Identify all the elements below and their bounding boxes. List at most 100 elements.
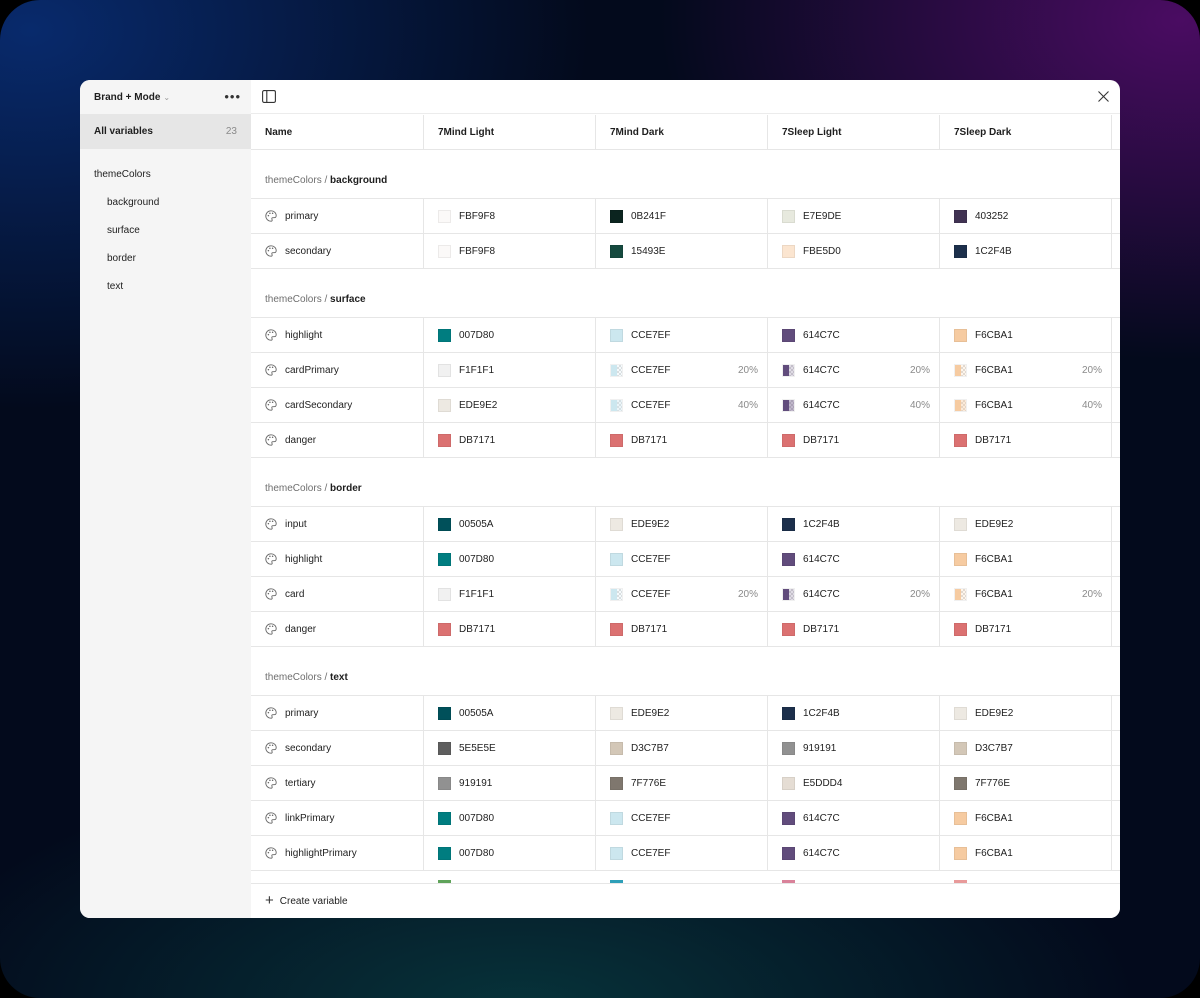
color-swatch[interactable] bbox=[610, 741, 623, 755]
mode-value-cell[interactable]: FBE5D0 bbox=[768, 234, 940, 268]
color-swatch[interactable] bbox=[782, 587, 795, 601]
color-swatch[interactable] bbox=[610, 776, 623, 790]
column-header-mode-2[interactable]: 7Mind Dark bbox=[596, 115, 768, 150]
mode-value-cell[interactable]: FBF9F8 bbox=[424, 199, 596, 233]
mode-value-cell[interactable]: 0B241F bbox=[596, 199, 768, 233]
mode-value-cell[interactable]: EDE9E2 bbox=[940, 507, 1112, 541]
mode-value-cell[interactable]: EDE9E2 bbox=[424, 388, 596, 422]
mode-value-cell[interactable]: 15493E bbox=[596, 234, 768, 268]
mode-value-cell[interactable]: 919191 bbox=[768, 731, 940, 765]
variable-name-cell[interactable]: input bbox=[251, 507, 424, 541]
mode-value-cell[interactable]: CCE7EF bbox=[596, 801, 768, 835]
table-row[interactable]: secondary 5E5E5E D3C7B7 919191 D3C7B7 bbox=[251, 731, 1120, 766]
color-swatch[interactable] bbox=[782, 811, 795, 825]
mode-value-cell[interactable]: F6CBA1 bbox=[940, 542, 1112, 576]
color-swatch[interactable] bbox=[438, 741, 451, 755]
mode-value-cell[interactable]: 614C7C 20% bbox=[768, 353, 940, 387]
color-swatch[interactable] bbox=[954, 706, 967, 720]
mode-value-cell[interactable]: 614C7C bbox=[768, 318, 940, 352]
mode-value-cell[interactable]: 7F776E bbox=[596, 766, 768, 800]
color-swatch[interactable] bbox=[782, 776, 795, 790]
color-swatch[interactable] bbox=[610, 363, 623, 377]
mode-value-cell[interactable]: DB7171 bbox=[768, 612, 940, 646]
color-swatch[interactable] bbox=[782, 552, 795, 566]
mode-value-cell[interactable]: CCE7EF bbox=[596, 836, 768, 870]
mode-value-cell[interactable]: FBF9F8 bbox=[424, 234, 596, 268]
color-swatch[interactable] bbox=[610, 552, 623, 566]
variable-name-cell[interactable]: linkPrimary bbox=[251, 801, 424, 835]
mode-value-cell[interactable]: 614C7C 40% bbox=[768, 388, 940, 422]
mode-value-cell[interactable]: CCE7EF 20% bbox=[596, 577, 768, 611]
mode-value-cell[interactable]: 1C2F4B bbox=[768, 507, 940, 541]
mode-value-cell[interactable]: DB7171 bbox=[940, 423, 1112, 457]
variable-name-cell[interactable]: danger bbox=[251, 612, 424, 646]
table-row[interactable]: highlight 007D80 CCE7EF 614C7C F6CBA1 bbox=[251, 318, 1120, 353]
color-swatch[interactable] bbox=[782, 846, 795, 860]
color-swatch[interactable] bbox=[610, 328, 623, 342]
color-swatch[interactable] bbox=[610, 811, 623, 825]
column-header-mode-3[interactable]: 7Sleep Light bbox=[768, 115, 940, 150]
table-row[interactable]: cardPrimary F1F1F1 CCE7EF 20% 614C7C 20% F6CBA… bbox=[251, 353, 1120, 388]
mode-value-cell[interactable]: D3C7B7 bbox=[940, 731, 1112, 765]
sidebar-item-background[interactable]: background bbox=[107, 197, 160, 208]
mode-value-cell[interactable]: 614C7C 20% bbox=[768, 577, 940, 611]
table-row[interactable]: input 00505A EDE9E2 1C2F4B EDE9E2 bbox=[251, 507, 1120, 542]
mode-value-cell[interactable]: 919191 bbox=[424, 766, 596, 800]
color-swatch[interactable] bbox=[610, 622, 623, 636]
mode-value-cell[interactable]: 007D80 bbox=[424, 801, 596, 835]
table-row[interactable]: card F1F1F1 CCE7EF 20% 614C7C 20% F6CBA1 20% bbox=[251, 577, 1120, 612]
mode-value-cell[interactable]: 007D80 bbox=[424, 836, 596, 870]
color-swatch[interactable] bbox=[782, 517, 795, 531]
color-swatch[interactable] bbox=[782, 363, 795, 377]
mode-value-cell[interactable]: 007D80 bbox=[424, 318, 596, 352]
mode-value-cell[interactable]: CCE7EF bbox=[596, 542, 768, 576]
chevron-down-icon[interactable]: ⌄ bbox=[163, 92, 171, 102]
mode-value-cell[interactable]: DB7171 bbox=[940, 612, 1112, 646]
color-swatch[interactable] bbox=[438, 846, 451, 860]
variable-name-cell[interactable]: secondary bbox=[251, 234, 424, 268]
color-swatch[interactable] bbox=[610, 209, 623, 223]
mode-value-cell[interactable]: 1C2F4B bbox=[940, 234, 1112, 268]
color-swatch[interactable] bbox=[438, 328, 451, 342]
mode-value-cell[interactable]: EDE9E2 bbox=[596, 507, 768, 541]
sidebar-item-themecolors[interactable]: themeColors bbox=[94, 169, 151, 180]
color-swatch[interactable] bbox=[438, 398, 451, 412]
color-swatch[interactable] bbox=[438, 552, 451, 566]
variable-name-cell[interactable]: card bbox=[251, 577, 424, 611]
sidebar-item-surface[interactable]: surface bbox=[107, 225, 140, 236]
color-swatch[interactable] bbox=[438, 244, 451, 258]
more-options-icon[interactable]: ••• bbox=[224, 89, 241, 104]
mode-value-cell[interactable]: 403252 bbox=[940, 199, 1112, 233]
color-swatch[interactable] bbox=[954, 244, 967, 258]
table-row[interactable]: danger DB7171 DB7171 DB7171 DB7171 bbox=[251, 612, 1120, 647]
color-swatch[interactable] bbox=[610, 846, 623, 860]
table-row[interactable]: primary 00505A EDE9E2 1C2F4B EDE9E2 bbox=[251, 696, 1120, 731]
mode-value-cell[interactable]: DB7171 bbox=[596, 612, 768, 646]
table-row[interactable]: cardSecondary EDE9E2 CCE7EF 40% 614C7C 40% F6C… bbox=[251, 388, 1120, 423]
sidebar-item-border[interactable]: border bbox=[107, 253, 136, 264]
color-swatch[interactable] bbox=[954, 587, 967, 601]
color-swatch[interactable] bbox=[782, 741, 795, 755]
table-row[interactable]: primary FBF9F8 0B241F E7E9DE 403252 bbox=[251, 199, 1120, 234]
color-swatch[interactable] bbox=[610, 244, 623, 258]
mode-value-cell[interactable]: 007D80 bbox=[424, 542, 596, 576]
color-swatch[interactable] bbox=[782, 209, 795, 223]
sidebar-toggle-icon[interactable] bbox=[262, 90, 276, 103]
color-swatch[interactable] bbox=[438, 811, 451, 825]
color-swatch[interactable] bbox=[782, 622, 795, 636]
mode-value-cell[interactable]: E7E9DE bbox=[768, 199, 940, 233]
color-swatch[interactable] bbox=[438, 706, 451, 720]
color-swatch[interactable] bbox=[438, 209, 451, 223]
variable-name-cell[interactable]: primary bbox=[251, 696, 424, 730]
mode-value-cell[interactable]: F6CBA1 bbox=[940, 836, 1112, 870]
mode-value-cell[interactable]: 1C2F4B bbox=[768, 696, 940, 730]
color-swatch[interactable] bbox=[438, 433, 451, 447]
color-swatch[interactable] bbox=[782, 706, 795, 720]
color-swatch[interactable] bbox=[610, 517, 623, 531]
mode-value-cell[interactable]: CCE7EF bbox=[596, 318, 768, 352]
color-swatch[interactable] bbox=[954, 622, 967, 636]
mode-value-cell[interactable]: 5E5E5E bbox=[424, 731, 596, 765]
variable-name-cell[interactable]: highlight bbox=[251, 542, 424, 576]
variable-name-cell[interactable]: tertiary bbox=[251, 766, 424, 800]
mode-value-cell[interactable]: CCE7EF 40% bbox=[596, 388, 768, 422]
